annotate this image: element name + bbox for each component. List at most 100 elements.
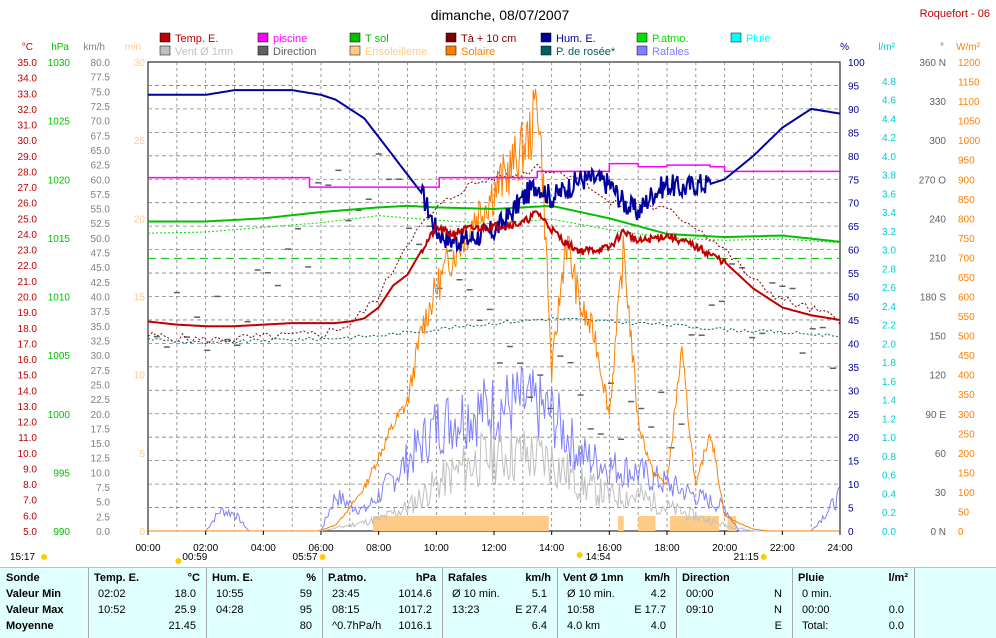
kmh-axis-unit: km/h <box>83 42 105 53</box>
cell-value: 1016.1 <box>398 620 432 632</box>
kmh-axis-tick: 45.0 <box>91 263 111 274</box>
legend-label: T sol <box>365 33 389 45</box>
hpa-axis-tick: 1000 <box>48 410 71 421</box>
time-tick-label: 20:00 <box>712 543 737 554</box>
time-tick-label: 08:00 <box>366 543 391 554</box>
cell-value: 59 <box>299 588 312 600</box>
cell-time: 04:28 <box>216 604 244 616</box>
kmh-axis-tick: 2.5 <box>96 512 110 523</box>
piscine-series <box>148 162 840 188</box>
wm2-axis-tick: 100 <box>958 488 975 499</box>
chart-grid <box>147 61 841 532</box>
legend-swatch <box>636 45 648 56</box>
hpa-axis-tick: 1010 <box>48 293 71 304</box>
cell-value: 0.0 <box>888 620 904 632</box>
cell-time: Total: <box>802 620 829 632</box>
temp-axis-tick: 35.0 <box>18 58 38 69</box>
min-axis-tick: 30 <box>134 58 146 69</box>
cell-value: E 27.4 <box>515 604 547 616</box>
pct-axis-tick: 10 <box>848 480 860 491</box>
legend-swatch <box>349 45 361 56</box>
lm2-axis-tick: 2.4 <box>882 302 896 313</box>
sunshine-bar <box>727 516 737 531</box>
legend-label: Tà + 10 cm <box>461 33 516 45</box>
legend-label: P. de rosée* <box>556 46 616 58</box>
pct-axis-tick: 40 <box>848 339 860 350</box>
pct-axis-tick: 20 <box>848 433 860 444</box>
pct-axis-tick: 55 <box>848 269 860 280</box>
deg-axis-tick: 210 <box>929 253 946 264</box>
sunshine-bar <box>372 516 549 531</box>
lm2-axis-tick: 4.4 <box>882 114 896 125</box>
wm2-axis-tick: 650 <box>958 273 975 284</box>
deg-axis-tick: 120 <box>929 371 946 382</box>
kmh-axis-tick: 30.0 <box>91 351 111 362</box>
temp-axis-tick: 9.0 <box>23 464 37 475</box>
hpa-axis-tick: 1005 <box>48 351 71 362</box>
cell-value: 4.2 <box>650 588 666 600</box>
cell-time: 10:58 <box>567 604 595 616</box>
temp-axis-tick: 5.0 <box>23 527 37 538</box>
lm2-axis-tick: 1.0 <box>882 433 896 444</box>
lm2-axis-tick: 3.8 <box>882 171 896 182</box>
wm2-axis-tick: 1150 <box>958 78 980 89</box>
legend-label: Rafales <box>652 46 690 58</box>
wm2-axis-tick: 1000 <box>958 136 981 147</box>
cell-time: 10:52 <box>98 604 126 616</box>
time-tick-label: 12:00 <box>481 543 506 554</box>
legend-swatch <box>257 32 269 43</box>
hpa-axis-unit: hPa <box>51 42 69 53</box>
lm2-axis-tick: 0.4 <box>882 489 896 500</box>
wm2-axis-tick: 800 <box>958 214 975 225</box>
wm2-axis-unit: W/m² <box>956 42 981 53</box>
temp-axis-tick: 22.0 <box>18 261 38 272</box>
kmh-axis-tick: 50.0 <box>91 234 111 245</box>
pct-axis-tick: 80 <box>848 152 860 163</box>
min-axis-tick: 25 <box>134 136 146 147</box>
temp-axis-tick: 30.0 <box>18 136 38 147</box>
cell-time: 08:15 <box>332 604 360 616</box>
sunrise-time: 05:57 <box>293 552 318 563</box>
wm2-axis-tick: 250 <box>958 429 975 440</box>
temp-axis-tick: 15.0 <box>18 371 38 382</box>
min-axis-tick: 5 <box>139 449 145 460</box>
pct-axis-tick: 0 <box>848 527 854 538</box>
kmh-axis-tick: 40.0 <box>91 293 111 304</box>
legend-label: Vent Ø 1mn <box>175 46 233 58</box>
column-header: Rafales <box>448 572 488 584</box>
cell-time: 02:02 <box>98 588 126 600</box>
pct-axis-tick: 35 <box>848 363 860 374</box>
kmh-axis-tick: 67.5 <box>91 131 111 142</box>
temp-series <box>147 210 841 328</box>
temp-axis-tick: 28.0 <box>18 167 38 178</box>
wm2-axis-tick: 450 <box>958 351 975 362</box>
cell-value: 1014.6 <box>398 588 432 600</box>
pct-axis-tick: 65 <box>848 222 860 233</box>
cell-value: E 17.7 <box>634 604 666 616</box>
cell-time: 23:45 <box>332 588 360 600</box>
kmh-axis-tick: 10.0 <box>91 468 111 479</box>
wm2-axis-tick: 700 <box>958 253 975 264</box>
chart-legend: Temp. E. piscine T sol Tà + 10 cm Hum. E. P.a… <box>159 32 770 58</box>
cell-value: 1017.2 <box>398 604 432 616</box>
lm2-axis-tick: 4.0 <box>882 152 896 163</box>
min-axis-tick: 0 <box>139 527 145 538</box>
legend-swatch <box>540 45 552 56</box>
cell-value: 4.0 <box>650 620 666 632</box>
time-tick-label: 06:00 <box>308 543 333 554</box>
hpa-axis-tick: 1030 <box>48 58 71 69</box>
legend-swatch <box>636 32 648 43</box>
kmh-axis-tick: 27.5 <box>91 366 111 377</box>
deg-axis-tick: 270 O <box>919 175 946 186</box>
column-header: Hum. E. <box>212 572 253 584</box>
wm2-axis-tick: 200 <box>958 449 975 460</box>
summary-column: Sonde Valeur Min Valeur Max Moyenne <box>0 568 89 638</box>
cell-time: ^0.7hPa/h <box>332 620 382 632</box>
lm2-axis-tick: 3.4 <box>882 208 896 219</box>
cell-value: 6.4 <box>531 620 547 632</box>
temp-axis-tick: 26.0 <box>18 199 38 210</box>
hpa-axis-tick: 1025 <box>48 117 71 128</box>
station-name: Roquefort - 06 <box>920 8 990 20</box>
kmh-axis-tick: 72.5 <box>91 102 111 113</box>
temp-axis-tick: 16.0 <box>18 355 38 366</box>
